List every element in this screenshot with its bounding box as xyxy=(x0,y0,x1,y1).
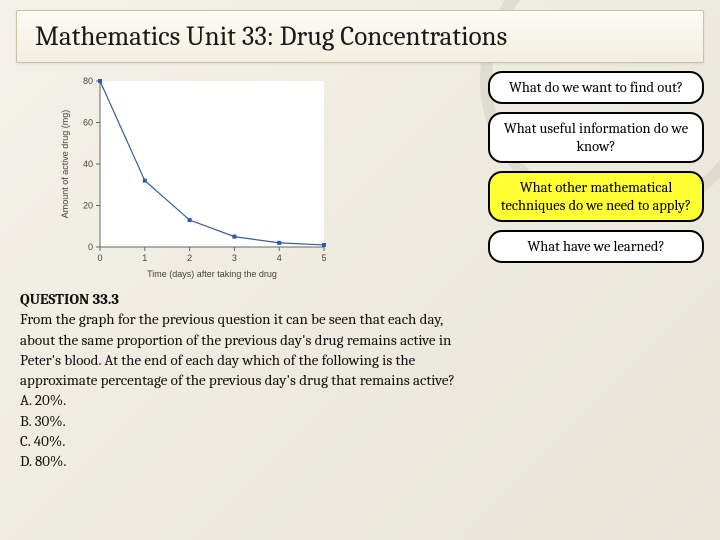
option-d: D. 80%. xyxy=(20,452,66,470)
svg-text:1: 1 xyxy=(142,253,147,263)
svg-text:5: 5 xyxy=(321,253,326,263)
option-a: A. 20%. xyxy=(20,391,66,409)
svg-text:20: 20 xyxy=(83,201,93,211)
svg-text:80: 80 xyxy=(83,76,93,86)
svg-text:0: 0 xyxy=(88,242,93,252)
svg-text:2: 2 xyxy=(187,253,192,263)
svg-text:60: 60 xyxy=(83,118,93,128)
prompt-techniques[interactable]: What other mathematical techniques do we… xyxy=(488,171,704,222)
question-body: From the graph for the previous question… xyxy=(20,310,455,389)
page-title: Mathematics Unit 33: Drug Concentrations xyxy=(16,10,704,63)
svg-text:40: 40 xyxy=(83,159,93,169)
question-block: QUESTION 33.3 From the graph for the pre… xyxy=(16,289,476,471)
decay-chart: 0 20 40 60 80 0 1 2 3 4 5 Time (days) after taking … xyxy=(56,71,336,281)
svg-text:Amount of active drug (mg): Amount of active drug (mg) xyxy=(60,110,70,219)
prompt-useful-info[interactable]: What useful information do we know? xyxy=(488,112,704,163)
svg-text:0: 0 xyxy=(97,253,102,263)
svg-text:4: 4 xyxy=(277,253,282,263)
option-b: B. 30%. xyxy=(20,412,66,430)
prompt-find-out[interactable]: What do we want to find out? xyxy=(488,71,704,104)
question-heading: QUESTION 33.3 xyxy=(20,290,119,308)
option-c: C. 40%. xyxy=(20,432,65,450)
svg-text:Time (days) after taking the d: Time (days) after taking the drug xyxy=(147,269,277,279)
prompt-learned[interactable]: What have we learned? xyxy=(488,230,704,263)
svg-text:3: 3 xyxy=(232,253,237,263)
